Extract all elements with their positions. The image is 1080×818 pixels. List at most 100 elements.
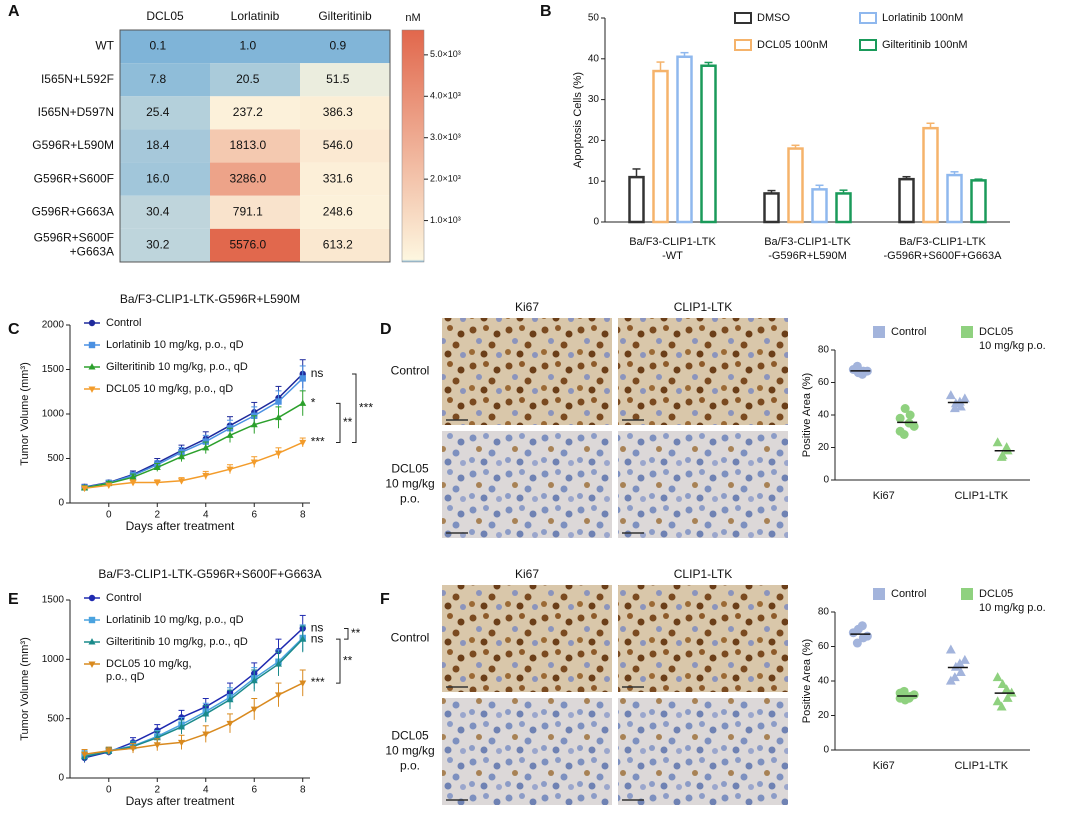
heatmap-cell — [300, 96, 390, 130]
column-label: Lorlatinib — [231, 9, 280, 23]
bracket — [344, 627, 349, 640]
legend-label: Control — [891, 588, 926, 600]
cell-label: 791.1 — [233, 204, 263, 218]
panel-letter: A — [8, 3, 20, 20]
marker — [250, 459, 258, 466]
colorbar-tick-label: 5.0×10³ — [430, 49, 461, 59]
y-axis-label: Positive Area (%) — [801, 639, 813, 723]
chart-title: Ba/F3-CLIP1-LTK-G596R+L590M — [120, 292, 300, 306]
row-label: G596R+G663A — [32, 204, 114, 218]
series-line — [84, 682, 304, 756]
heatmap-cell — [210, 228, 300, 262]
marker — [909, 421, 919, 431]
marker — [129, 479, 137, 487]
marker — [905, 410, 915, 420]
marker — [88, 638, 96, 645]
marker — [202, 472, 210, 480]
marker — [899, 686, 909, 696]
row-label: WT — [95, 39, 114, 53]
bar — [787, 147, 804, 224]
marker — [1001, 684, 1012, 694]
heatmap-cell — [120, 228, 210, 262]
marker — [945, 390, 956, 400]
y-tick-label: 2000 — [42, 320, 65, 331]
micrograph — [442, 318, 612, 425]
marker — [153, 742, 161, 749]
y-tick-label: 1000 — [42, 409, 65, 420]
cell-label: 0.9 — [329, 39, 346, 53]
micrograph — [442, 585, 612, 692]
bracket — [352, 373, 357, 443]
heatmap-cell — [210, 162, 300, 196]
bar — [763, 192, 780, 224]
bar — [970, 179, 987, 224]
marker — [202, 731, 210, 738]
panel-letter: E — [8, 591, 19, 608]
marker — [299, 680, 307, 687]
x-tick-label: 8 — [300, 510, 306, 521]
marker — [274, 660, 283, 667]
panel-letter: C — [8, 321, 20, 338]
marker — [177, 739, 186, 747]
marker — [250, 676, 258, 684]
cell-label: 3286.0 — [229, 171, 266, 185]
legend-label: Gilteritinib 10 mg/kg, p.o., qD — [106, 636, 248, 648]
y-tick-label: 500 — [47, 453, 64, 464]
heatmap-cell — [210, 195, 300, 229]
heatmap-cell — [300, 162, 390, 196]
y-tick-label: 1500 — [42, 595, 65, 606]
x-tick-label: Ba/F3-CLIP1-LTK — [629, 236, 716, 248]
marker — [852, 638, 862, 648]
heatmap-cell — [300, 63, 390, 97]
significance-label: *** — [311, 675, 325, 689]
colorbar — [401, 29, 425, 263]
cell-label: 30.4 — [146, 204, 170, 218]
column-label: Gilteritinib — [318, 9, 372, 23]
y-tick-label: 10 — [588, 176, 600, 187]
marker — [275, 398, 282, 405]
colorbar-tick-label: 1.0×10³ — [430, 215, 461, 225]
x-tick-label: Ba/F3-CLIP1-LTK — [764, 236, 851, 248]
cell-label: 30.2 — [146, 238, 170, 252]
marker — [992, 437, 1003, 447]
heatmap-cell — [210, 96, 300, 130]
marker — [250, 420, 258, 428]
bar — [676, 55, 693, 224]
series-line — [84, 377, 304, 489]
colorbar-tick-label: 3.0×10³ — [430, 132, 461, 142]
micrograph — [618, 585, 788, 692]
micrograph — [618, 431, 788, 538]
colorbar-tick-label: 2.0×10³ — [430, 174, 461, 184]
marker — [853, 624, 863, 634]
panel-letter: B — [540, 3, 552, 20]
x-tick-label: 0 — [106, 510, 112, 521]
marker — [996, 701, 1007, 711]
row-label: G596R+L590M — [32, 138, 114, 152]
x-tick-label: Ki67 — [873, 490, 895, 502]
cell-label: 1813.0 — [229, 138, 266, 152]
y-axis-label: Tumor Volume (mm³) — [19, 362, 31, 466]
marker — [895, 693, 905, 703]
column-label: CLIP1-LTK — [674, 567, 732, 581]
y-axis-label: Apoptosis Cells (%) — [572, 72, 584, 168]
marker — [226, 466, 234, 474]
marker — [88, 594, 96, 602]
heatmap-cell — [120, 195, 210, 229]
micrograph — [618, 698, 788, 805]
row-label: 10 mg/kg — [385, 744, 434, 758]
heatmap-cell — [210, 63, 300, 97]
legend-swatch — [734, 39, 752, 51]
y-tick-label: 500 — [47, 713, 64, 724]
row-label: G596R+S600F — [34, 231, 114, 245]
marker — [997, 450, 1008, 460]
y-tick-label: 20 — [818, 710, 830, 721]
legend-label: DCL05 10 mg/kg, p.o., qD — [106, 383, 233, 395]
marker — [177, 478, 186, 485]
marker — [274, 413, 283, 421]
marker — [88, 363, 96, 370]
significance-label: ns — [311, 366, 324, 380]
bracket — [336, 638, 341, 684]
series-line — [84, 627, 304, 759]
y-tick-label: 60 — [818, 377, 830, 388]
